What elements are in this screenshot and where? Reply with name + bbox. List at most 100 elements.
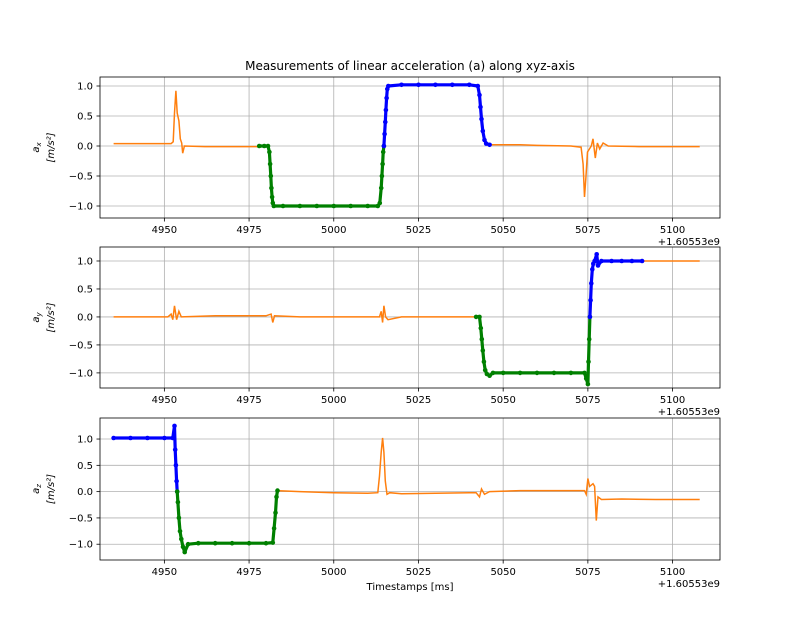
ax-ytick-label-4: −1.0 (69, 202, 93, 213)
ax-xtick-label-0: 4950 (152, 225, 177, 236)
ay-series-3-point-9 (609, 258, 614, 264)
ax-series-3-point-13 (477, 92, 482, 98)
ay-series-3-point-7 (595, 263, 601, 268)
az-series-1-point-1 (128, 435, 133, 441)
az-ytick-label-2: 0.0 (77, 487, 93, 498)
az-xtick-label-2: 5000 (321, 567, 346, 578)
ay-ytick-label-2: 0.0 (77, 312, 93, 323)
x-axis-label: Timestamps [ms] (366, 582, 454, 593)
az-series-1-point-4 (170, 435, 176, 441)
ay-series-2-point-18 (586, 359, 591, 365)
az-series-1-point-8 (174, 478, 179, 484)
ay-series-2-point-13 (551, 370, 557, 376)
ay-series-2-point-0 (473, 314, 479, 320)
ax-series-2-point-20 (380, 161, 385, 167)
ay-series-2-point-14 (568, 370, 574, 376)
ax-series-3-point-2 (383, 119, 388, 125)
ax-series-2-point-13 (331, 203, 337, 209)
ax-series-2-point-17 (377, 200, 383, 206)
ax-series-3-point-0 (381, 143, 387, 149)
ay-series-3-point-8 (599, 258, 604, 264)
ax-series-3-point-16 (480, 128, 486, 134)
ay-ytick-label-4: −1.0 (69, 368, 93, 379)
subplot-ax: 4950 4975 5000 5025 5050 5075 5100 1.0 0.5 0.0 −0.… (31, 76, 721, 248)
ay-series-2-point-17 (585, 381, 591, 387)
az-xtick-label-4: 5050 (490, 567, 515, 578)
ax-xtick-label-6: 5100 (660, 225, 685, 236)
ay-series-3-point-6 (594, 252, 599, 257)
az-xtick-label-5: 5075 (575, 567, 600, 578)
ax-series-2-point-11 (297, 203, 303, 209)
ax-ylabel-symbol: ax (31, 142, 43, 153)
ax-series-2-point-3 (267, 149, 272, 155)
ay-series-0-line (113, 305, 477, 323)
ax-series-0-line (113, 90, 260, 154)
ax-frame (99, 76, 721, 219)
ay-series-2-point-4 (480, 348, 486, 353)
az-ylabel-unit: [m/s²] (46, 474, 57, 504)
ay-xtick-label-5: 5075 (575, 395, 600, 406)
ay-plot-area (113, 252, 700, 387)
az-series-2-point-10 (229, 540, 235, 546)
az-series-2-point-6 (182, 549, 187, 555)
ay-xtick-label-1: 4975 (236, 395, 261, 406)
ay-series-2-point-8 (487, 373, 492, 379)
az-series-1-line (112, 424, 179, 494)
ax-series-2-point-2 (265, 143, 271, 149)
ax-series-2-point-21 (380, 149, 386, 155)
ax-series-3-point-8 (416, 82, 421, 88)
ax-ytick-label-3: −0.5 (69, 172, 93, 183)
ax-series-3-point-3 (383, 107, 389, 113)
az-series-2-point-14 (271, 526, 277, 531)
ax-series-3-point-7 (399, 82, 404, 88)
ay-series-2-point-10 (500, 370, 506, 376)
az-series-2-point-17 (275, 488, 280, 493)
ay-series-3-point-1 (588, 297, 593, 303)
ax-series-3-point-9 (433, 82, 438, 88)
az-ylabel-symbol: az (31, 484, 43, 494)
az-series-1-point-5 (172, 423, 177, 429)
ax-series-1-line (489, 138, 700, 198)
ax-series-3-point-17 (482, 137, 487, 143)
ax-series-2-point-12 (314, 203, 320, 209)
az-series-2-point-3 (177, 528, 183, 534)
az-series-1-point-0 (111, 435, 116, 441)
ay-series-2-point-9 (490, 370, 496, 376)
ay-series-3-point-5 (592, 258, 597, 264)
ax-xtick-label-2: 5000 (321, 225, 346, 236)
ay-xtick-label-6: 5100 (660, 395, 685, 406)
az-series-2-point-12 (263, 540, 269, 546)
ay-series-3-point-0 (587, 314, 593, 320)
ax-xtick-label-5: 5075 (575, 225, 600, 236)
ax-series-3-point-19 (487, 142, 492, 148)
az-xtick-label-1: 4975 (236, 567, 261, 578)
ay-series-2-point-6 (482, 367, 488, 373)
ay-xtick-label-4: 5050 (490, 395, 515, 406)
ax-xtick-label-3: 5025 (406, 225, 431, 236)
ay-series-3-point-3 (590, 267, 595, 272)
ay-series-2-point-16 (583, 376, 589, 381)
az-xtick-label-6: 5100 (660, 567, 685, 578)
az-xtick-label-3: 5025 (406, 567, 431, 578)
ay-x-offset-label: +1.60553e9 (658, 407, 720, 418)
ax-plot-area (113, 82, 700, 209)
az-series-2-point-9 (212, 540, 218, 546)
az-series-1-point-2 (145, 435, 150, 441)
ay-series-3-point-2 (589, 281, 594, 286)
ax-series-3-point-15 (479, 116, 484, 122)
az-plot-area (111, 423, 700, 555)
az-frame (99, 417, 721, 561)
ax-series-2-point-5 (268, 173, 274, 179)
ax-series-2-point-1 (262, 143, 267, 149)
ay-ytick-label-1: 0.5 (77, 284, 93, 295)
az-series-1-point-7 (173, 463, 179, 468)
az-series-2-point-15 (273, 510, 278, 515)
ay-series-2-point-11 (517, 370, 523, 376)
az-series-2-point-4 (179, 536, 184, 542)
az-series-1-point-3 (162, 435, 167, 441)
ax-series-3-point-14 (478, 104, 483, 110)
ay-series-3-point-12 (639, 258, 645, 264)
ay-series-2-point-3 (479, 337, 485, 342)
ay-series-2-point-15 (582, 370, 587, 376)
ax-series-3-point-4 (384, 95, 389, 101)
